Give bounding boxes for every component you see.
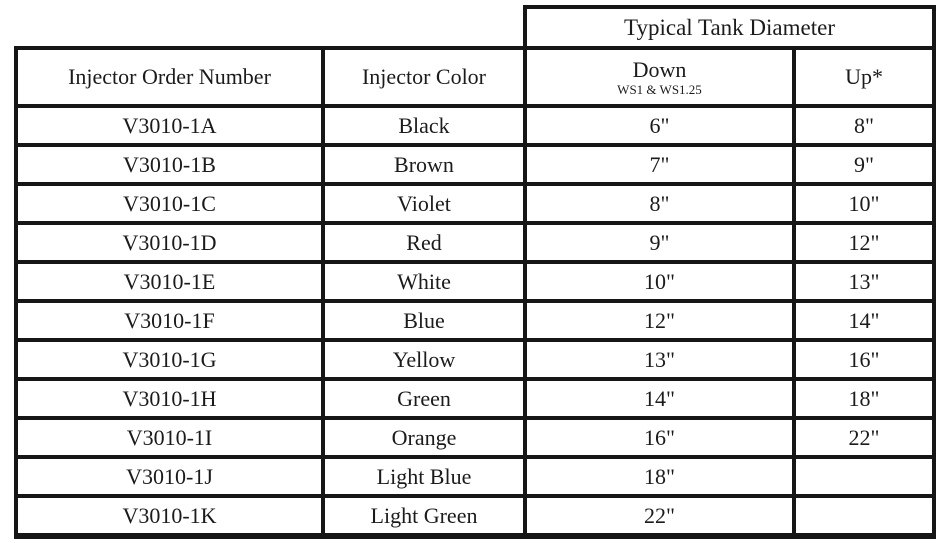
cell-up: 13" [791,260,937,303]
cell-up: 18" [791,377,937,420]
cell-order-number: V3010-1J [14,455,325,498]
col-header-up: Up* [791,46,937,108]
table-row: V3010-1I Orange 16" 22" [14,416,937,459]
cell-order-number: V3010-1A [14,104,325,147]
col-header-down: Down WS1 & WS1.25 [523,46,796,108]
table-row: V3010-1D Red 9" 12" [14,221,937,264]
table-row: V3010-1E White 10" 13" [14,260,937,303]
cell-order-number: V3010-1E [14,260,325,303]
column-header-row: Injector Order Number Injector Color Dow… [14,46,937,108]
cell-down: 14" [523,377,796,420]
cell-color: Light Blue [321,455,527,498]
cell-down: 22" [523,494,796,539]
col-header-injector-order-number: Injector Order Number [14,46,325,108]
cell-up: 12" [791,221,937,264]
table-row: V3010-1H Green 14" 18" [14,377,937,420]
cell-down: 13" [523,338,796,381]
table-body: V3010-1A Black 6" 8" V3010-1B Brown 7" 9" V3010-… [14,104,937,539]
table-row: V3010-1C Violet 8" 10" [14,182,937,225]
cell-order-number: V3010-1G [14,338,325,381]
cell-down: 6" [523,104,796,147]
cell-up [791,494,937,539]
cell-color: Light Green [321,494,527,539]
cell-order-number: V3010-1K [14,494,325,539]
cell-color: Yellow [321,338,527,381]
cell-order-number: V3010-1F [14,299,325,342]
cell-up: 8" [791,104,937,147]
cell-down: 18" [523,455,796,498]
cell-up: 10" [791,182,937,225]
cell-color: Red [321,221,527,264]
cell-down: 10" [523,260,796,303]
cell-order-number: V3010-1B [14,143,325,186]
cell-down: 9" [523,221,796,264]
col-header-injector-color: Injector Color [321,46,527,108]
tank-diameter-header-cell: Typical Tank Diameter [522,5,937,50]
cell-up: 14" [791,299,937,342]
table-row: V3010-1G Yellow 13" 16" [14,338,937,381]
down-label: Down [632,56,687,82]
cell-down: 7" [523,143,796,186]
cell-color: Green [321,377,527,420]
down-sublabel: WS1 & WS1.25 [617,81,702,97]
cell-up: 16" [791,338,937,381]
table-row: V3010-1B Brown 7" 9" [14,143,937,186]
table-row: V3010-1A Black 6" 8" [14,104,937,147]
cell-down: 8" [523,182,796,225]
cell-order-number: V3010-1H [14,377,325,420]
cell-down: 16" [523,416,796,459]
table-row: V3010-1J Light Blue 18" [14,455,937,498]
tank-diameter-header-row: Typical Tank Diameter [16,5,937,50]
table-header: Typical Tank Diameter Injector Order Num… [14,5,937,108]
cell-down: 12" [523,299,796,342]
cell-up: 9" [791,143,937,186]
table-row: V3010-1F Blue 12" 14" [14,299,937,342]
table-row: V3010-1K Light Green 22" [14,494,937,539]
cell-order-number: V3010-1C [14,182,325,225]
cell-color: White [321,260,527,303]
header-spacer-cell [16,7,525,48]
cell-color: Orange [321,416,527,459]
cell-up [791,455,937,498]
cell-order-number: V3010-1I [14,416,325,459]
injector-specs-table: Typical Tank Diameter Injector Order Num… [14,5,937,539]
cell-order-number: V3010-1D [14,221,325,264]
cell-color: Black [321,104,527,147]
cell-up: 22" [791,416,937,459]
cell-color: Violet [321,182,527,225]
cell-color: Brown [321,143,527,186]
cell-color: Blue [321,299,527,342]
